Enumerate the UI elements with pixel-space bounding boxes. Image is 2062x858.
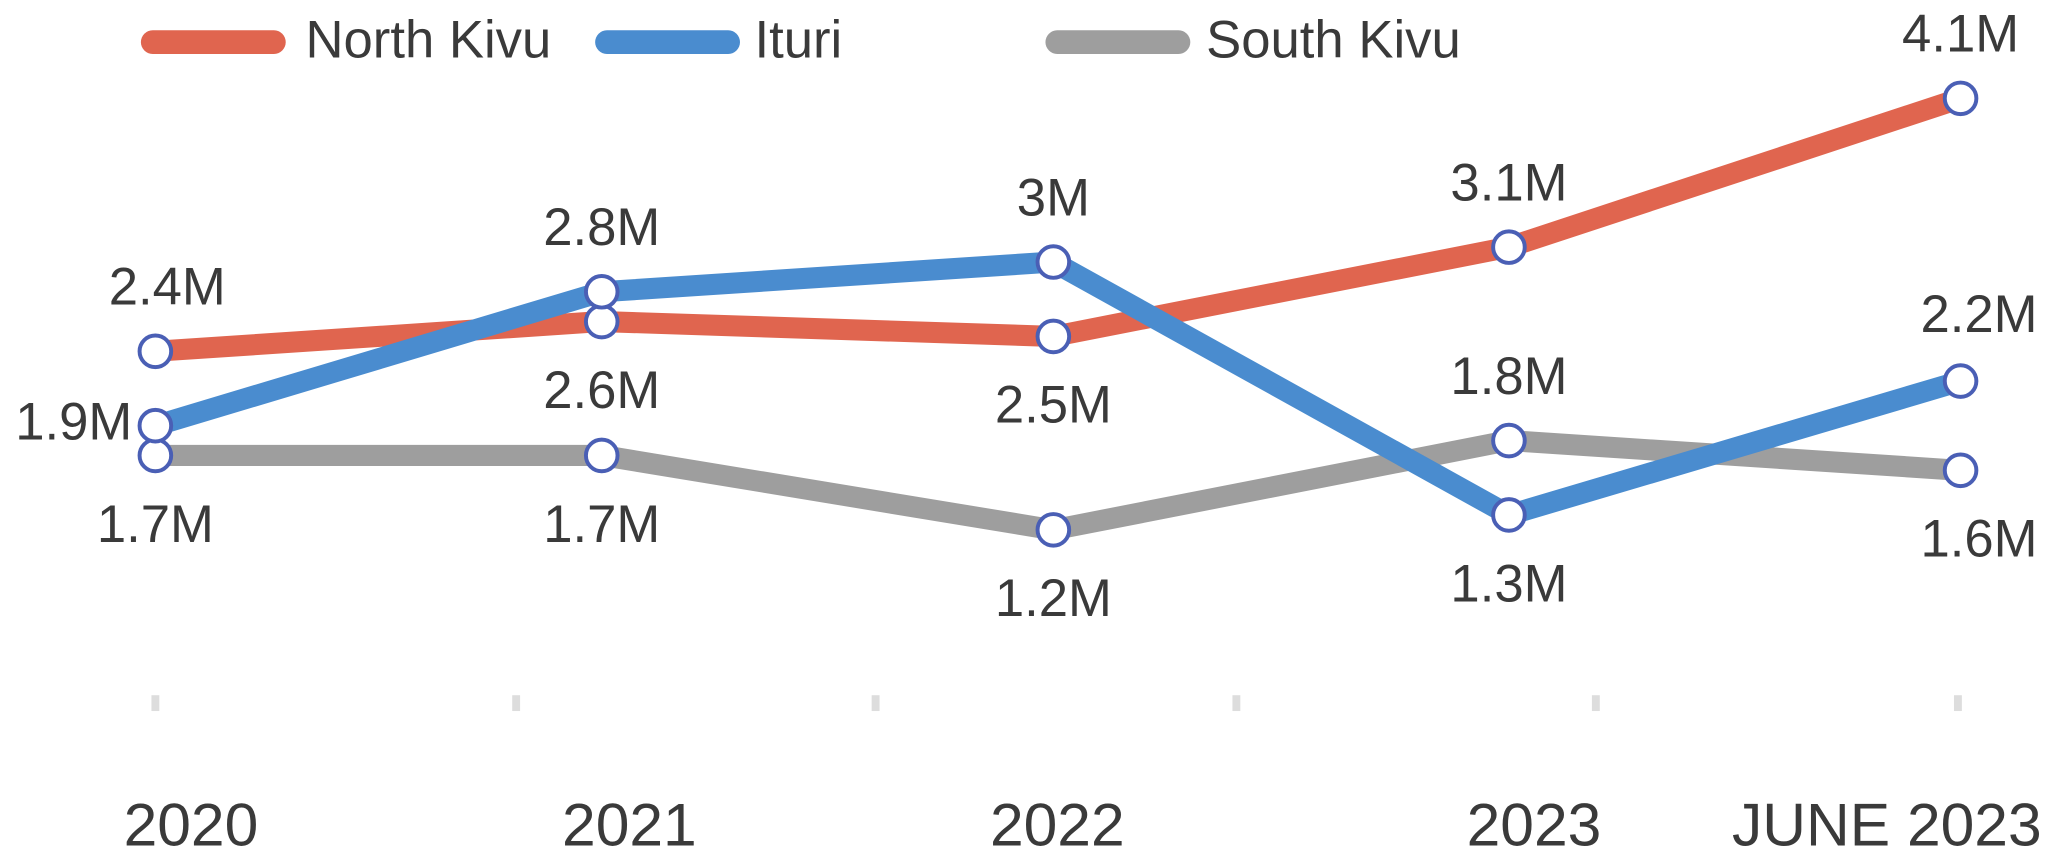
x-tick-label: 2020: [124, 791, 259, 858]
data-label: 1.7M: [97, 495, 214, 554]
x-tick-label: JUNE 2023: [1732, 791, 2042, 858]
data-label: 1.8M: [1450, 347, 1567, 406]
data-point: [137, 407, 174, 444]
data-point: [1035, 512, 1072, 548]
plot-area: North Kivu Ituri South Kivu 2020 2021 2022 202…: [15, 5, 2041, 858]
data-label: 1.7M: [543, 495, 660, 554]
data-point: [1942, 80, 1979, 117]
data-label: 2.8M: [543, 198, 660, 257]
x-tick-label: 2021: [562, 791, 697, 858]
data-point: [1035, 244, 1072, 280]
data-point: [583, 303, 620, 340]
legend-label: Ituri: [754, 10, 842, 69]
data-label: 2.6M: [543, 361, 660, 420]
data-label: 2.4M: [109, 258, 226, 317]
data-label: 2.2M: [1920, 285, 2037, 344]
x-tick-label: 2023: [1467, 791, 1602, 858]
data-point: [1942, 452, 1979, 489]
data-point: [1035, 318, 1072, 355]
data-point: [137, 437, 174, 474]
data-point: [1491, 422, 1527, 459]
data-point: [137, 333, 174, 370]
data-label: 3.1M: [1450, 153, 1567, 212]
data-point: [1491, 229, 1527, 265]
data-label: 1.2M: [995, 569, 1112, 628]
legend-label: North Kivu: [305, 10, 551, 69]
x-tick-label: 2022: [990, 791, 1125, 858]
data-point: [583, 274, 620, 310]
data-label: 1.6M: [1920, 510, 2037, 569]
data-label: 1.9M: [15, 393, 132, 452]
data-label: 1.3M: [1450, 554, 1567, 613]
data-label: 3M: [1017, 168, 1090, 227]
axis-ticks: [151, 695, 1962, 712]
data-point: [583, 437, 620, 474]
data-label: 4.1M: [1902, 5, 2019, 64]
legend-label: South Kivu: [1206, 10, 1461, 69]
data-label: 2.5M: [995, 376, 1112, 435]
data-point: [1491, 497, 1527, 533]
data-point: [1942, 363, 1979, 399]
